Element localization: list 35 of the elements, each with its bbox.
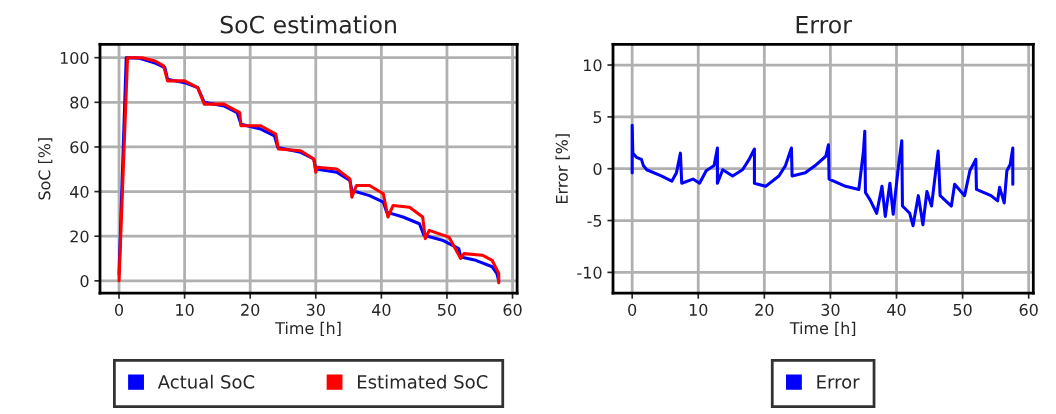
y-tick-label: -10 [577, 266, 602, 279]
y-tick-label: 0 [80, 275, 89, 288]
y-axis-title: SoC [%] [38, 138, 53, 200]
x-tick-label: 30 [821, 303, 840, 316]
y-tick-label: 80 [70, 96, 89, 109]
x-axis-title: Time [h] [275, 321, 341, 337]
x-tick-label: 30 [306, 303, 325, 316]
y-tick-label: 0 [593, 162, 602, 175]
y-tick-label: 100 [60, 51, 89, 64]
chart-title: Error [796, 15, 852, 34]
x-tick-label: 50 [438, 303, 457, 316]
x-tick-label: 10 [689, 303, 708, 316]
y-tick-label: -5 [587, 214, 602, 227]
legend-label: Estimated SoC [358, 374, 488, 389]
x-tick-label: 10 [176, 303, 194, 316]
y-axis-title: Error [%] [555, 134, 570, 203]
x-tick-label: 60 [1019, 303, 1038, 316]
legend-label: Actual SoC [157, 374, 255, 389]
y-tick-label: 5 [593, 111, 602, 124]
x-tick-label: 40 [887, 303, 906, 316]
x-tick-label: 20 [241, 303, 260, 316]
x-tick-label: 0 [628, 303, 637, 316]
line-series [630, 123, 1015, 228]
x-axis-title: Time [h] [789, 321, 856, 337]
x-tick-label: 50 [953, 303, 972, 316]
y-tick-label: 20 [70, 230, 89, 243]
x-tick-label: 0 [114, 303, 124, 316]
y-tick-label: 40 [70, 185, 89, 198]
y-tick-label: 10 [584, 59, 602, 72]
x-tick-label: 40 [371, 303, 391, 316]
legend-label: Error [817, 375, 860, 389]
x-tick-label: 60 [503, 303, 522, 316]
y-tick-label: 60 [70, 141, 89, 154]
x-tick-label: 20 [755, 303, 774, 316]
chart-title: SoC estimation [220, 15, 396, 34]
